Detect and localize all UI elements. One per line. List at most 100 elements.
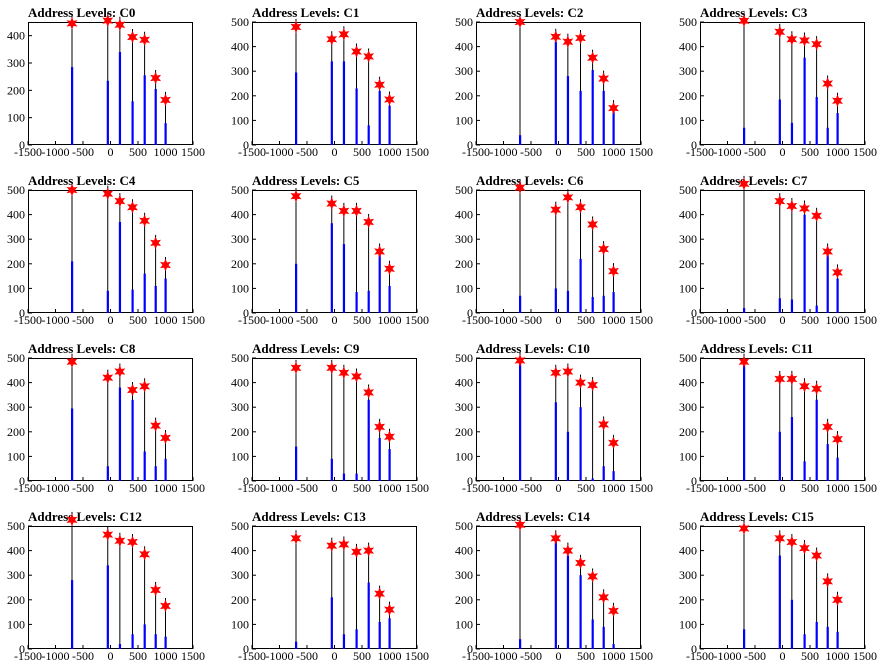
- peak-marker: [575, 556, 586, 570]
- blue-bar: [330, 223, 333, 313]
- x-tick-label: 500: [577, 481, 595, 495]
- chart-title: Address Levels: C3: [700, 5, 808, 20]
- chart-title: Address Levels: C7: [700, 173, 808, 188]
- blue-bar: [131, 101, 134, 145]
- plot-frame: [476, 526, 641, 649]
- blue-bar: [154, 466, 157, 481]
- blue-bar: [143, 273, 146, 313]
- x-tick-label: -500: [520, 481, 542, 495]
- peak-marker: [150, 236, 162, 250]
- blue-bar: [342, 634, 346, 649]
- chart-panel: Address Levels: C4 -1500 -1000 -500 0 500 1000…: [7, 173, 205, 327]
- blue-bar: [803, 214, 806, 313]
- peak-marker: [822, 575, 834, 588]
- blue-bar: [71, 67, 74, 145]
- blue-bar: [154, 88, 157, 145]
- x-tick-label: 1000: [826, 649, 850, 663]
- blue-bar: [388, 105, 391, 145]
- blue-bar: [743, 365, 746, 481]
- chart-panel: Address Levels: C7 -1500 -1000 -500 0 500 1000…: [679, 173, 877, 327]
- chart-title: Address Levels: C12: [28, 509, 142, 524]
- blue-bar: [330, 597, 333, 649]
- peak-marker: [811, 382, 823, 396]
- y-tick-label: 500: [7, 351, 25, 365]
- chart-plot: -1500 -1000 -500 0 500 1000 1500 0 100 200 300 400 5…: [455, 14, 653, 159]
- peak-marker: [786, 535, 798, 549]
- y-tick-label: 100: [679, 449, 697, 463]
- x-tick-label: -1000: [714, 649, 742, 663]
- x-tick-label: 1500: [405, 145, 429, 159]
- x-tick-label: 0: [108, 481, 114, 495]
- x-tick-label: -1500: [238, 649, 266, 663]
- x-tick-label: -1000: [714, 313, 742, 327]
- peak-marker: [822, 420, 834, 434]
- blue-bar: [612, 111, 615, 145]
- blue-bar: [378, 90, 381, 145]
- x-tick-label: -500: [520, 313, 542, 327]
- peak-marker: [799, 34, 810, 47]
- y-tick-label: 200: [679, 425, 697, 439]
- peak-marker: [150, 419, 162, 432]
- x-tick-label: -500: [72, 481, 94, 495]
- chart-title: Address Levels: C1: [252, 5, 360, 20]
- plot-frame: [476, 358, 641, 481]
- peak-marker: [351, 545, 362, 559]
- x-tick-label: 1500: [181, 145, 205, 159]
- chart-plot: -1500 -1000 -500 0 500 1000 1500 0 100 200 300 400 5…: [679, 12, 877, 159]
- y-tick-label: 100: [455, 113, 473, 127]
- blue-bar: [815, 97, 818, 145]
- x-tick-label: -1500: [686, 145, 714, 159]
- chart-title: Address Levels: C2: [476, 5, 584, 20]
- peak-marker: [598, 418, 610, 431]
- blue-bar: [164, 123, 167, 145]
- x-tick-label: 0: [780, 145, 786, 159]
- chart-panel: Address Levels: C1 -1500 -1000 -500 0 500 1000…: [231, 5, 429, 159]
- peak-marker: [514, 181, 526, 194]
- plot-frame: [252, 358, 417, 481]
- blue-bar: [355, 88, 358, 145]
- y-tick-label: 0: [243, 138, 249, 152]
- y-tick-label: 100: [231, 449, 249, 463]
- y-tick-label: 200: [679, 257, 697, 271]
- x-tick-label: 500: [129, 313, 147, 327]
- peak-marker: [139, 547, 151, 561]
- x-tick-label: 500: [353, 481, 371, 495]
- peak-marker: [127, 535, 138, 549]
- blue-bar: [566, 76, 570, 145]
- y-tick-label: 0: [467, 642, 473, 656]
- y-tick-label: 500: [455, 183, 473, 197]
- blue-bar: [378, 621, 381, 649]
- x-tick-label: -1000: [42, 649, 70, 663]
- blue-bar: [579, 90, 582, 145]
- x-tick-label: 1500: [181, 649, 205, 663]
- peak-marker: [738, 177, 750, 191]
- y-tick-label: 0: [467, 306, 473, 320]
- x-tick-label: 0: [332, 481, 338, 495]
- peak-marker: [738, 355, 750, 368]
- blue-bar: [566, 431, 570, 481]
- x-tick-label: 500: [577, 649, 595, 663]
- y-tick-label: 300: [231, 400, 249, 414]
- x-tick-label: 1000: [602, 145, 626, 159]
- x-tick-label: 1500: [853, 313, 877, 327]
- chart-panel: Address Levels: C0 -1500 -1000 -500 0 500 1000…: [7, 5, 205, 159]
- x-tick-label: 0: [780, 481, 786, 495]
- blue-bar: [378, 437, 381, 481]
- x-tick-label: 500: [353, 145, 371, 159]
- peak-marker: [102, 528, 114, 541]
- blue-bar: [355, 473, 358, 481]
- chart-plot: -1500 -1000 -500 0 500 1000 1500 0 100 200 300 400 5…: [455, 516, 653, 663]
- peak-marker: [738, 14, 750, 28]
- blue-bar: [591, 619, 594, 649]
- peak-marker: [786, 372, 798, 386]
- y-tick-label: 0: [243, 306, 249, 320]
- y-tick-label: 300: [7, 568, 25, 582]
- blue-bar: [803, 461, 806, 481]
- peak-marker: [608, 264, 619, 278]
- blue-bar: [826, 444, 829, 481]
- peak-marker: [598, 72, 610, 85]
- y-tick-label: 100: [7, 281, 25, 295]
- blue-bar: [131, 399, 134, 481]
- x-tick-label: -1000: [490, 313, 518, 327]
- blue-bar: [743, 308, 746, 313]
